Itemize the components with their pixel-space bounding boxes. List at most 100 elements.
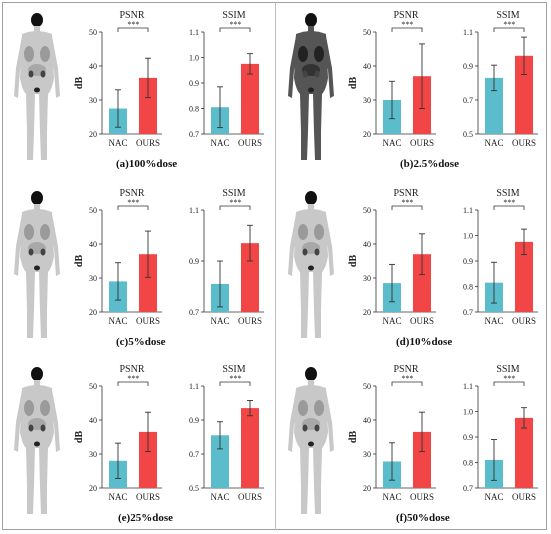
significance-marker: *** xyxy=(503,20,515,29)
ours-bar xyxy=(241,408,259,488)
y-tick-label: 30 xyxy=(363,450,371,459)
y-tick-label: 40 xyxy=(363,62,371,71)
significance-marker: *** xyxy=(229,20,241,29)
y-tick-label: 1.0 xyxy=(189,54,199,63)
y-axis-label: dB xyxy=(348,255,359,268)
y-tick-label: 1.1 xyxy=(463,28,473,37)
y-tick-label: 30 xyxy=(89,450,97,459)
x-tick-label: NAC xyxy=(484,492,503,502)
panel-caption: (f)50%dose xyxy=(396,512,450,524)
y-tick-label: 1.0 xyxy=(463,232,473,241)
y-axis-label: dB xyxy=(348,77,359,90)
figure-frame xyxy=(2,2,547,530)
x-tick-label: OURS xyxy=(512,316,536,326)
y-tick-label: 0.9 xyxy=(189,257,199,266)
significance-marker: *** xyxy=(127,198,139,207)
body-silhouette xyxy=(14,13,60,160)
y-tick-label: 40 xyxy=(89,62,97,71)
ours-bar xyxy=(515,241,533,312)
y-tick-label: 0.9 xyxy=(463,257,473,266)
x-tick-label: NAC xyxy=(108,316,127,326)
x-tick-label: OURS xyxy=(136,138,160,148)
chart-title: SSIM xyxy=(222,188,245,199)
y-tick-label: 50 xyxy=(363,382,371,391)
significance-marker: *** xyxy=(503,374,515,383)
body-silhouette xyxy=(288,13,334,160)
y-axis-label: dB xyxy=(74,77,85,90)
panel-a: PSNR dB 20 30 40 50 NAC OURS *** SSIM 0.7 0.8 0.9 1.… xyxy=(4,4,274,176)
y-tick-label: 40 xyxy=(89,416,97,425)
y-tick-label: 1.1 xyxy=(189,206,199,215)
y-tick-label: 0.8 xyxy=(463,459,473,468)
significance-bracket xyxy=(391,381,423,386)
y-tick-label: 30 xyxy=(363,96,371,105)
y-tick-label: 40 xyxy=(89,240,97,249)
y-tick-label: 1.1 xyxy=(189,382,199,391)
chart-title: PSNR xyxy=(393,364,418,375)
ours-bar xyxy=(139,254,157,312)
x-tick-label: OURS xyxy=(238,316,262,326)
significance-bracket xyxy=(219,27,251,32)
panel-e: PSNR dB 20 30 40 50 NAC OURS *** SSIM 0.5 0.7 0.9 1.… xyxy=(4,358,274,530)
chart-title: SSIM xyxy=(496,10,519,21)
chart-title: SSIM xyxy=(222,10,245,21)
x-tick-label: NAC xyxy=(210,492,229,502)
x-tick-label: OURS xyxy=(136,316,160,326)
pet-scan-image xyxy=(288,191,334,338)
panel-caption: (e)25%dose xyxy=(118,512,173,524)
significance-bracket xyxy=(391,205,423,210)
y-tick-label: 1.1 xyxy=(463,382,473,391)
significance-marker: *** xyxy=(401,198,413,207)
panel-f: PSNR dB 20 30 40 50 NAC OURS *** SSIM 0.7 0.8 0.9 1.… xyxy=(278,358,548,530)
x-tick-label: OURS xyxy=(410,316,434,326)
x-tick-label: OURS xyxy=(238,492,262,502)
y-tick-label: 20 xyxy=(89,130,97,139)
x-tick-label: NAC xyxy=(382,492,401,502)
y-tick-label: 30 xyxy=(89,274,97,283)
x-tick-label: OURS xyxy=(238,138,262,148)
y-tick-label: 0.7 xyxy=(463,484,473,493)
column-divider xyxy=(275,2,276,530)
y-tick-label: 0.7 xyxy=(463,96,473,105)
y-axis-label: dB xyxy=(74,255,85,268)
x-tick-label: NAC xyxy=(210,138,229,148)
x-tick-label: OURS xyxy=(136,492,160,502)
chart-title: PSNR xyxy=(393,188,418,199)
psnr-chart: PSNR dB 20 30 40 50 NAC OURS *** xyxy=(74,364,162,502)
y-tick-label: 20 xyxy=(363,308,371,317)
chart-title: SSIM xyxy=(222,364,245,375)
y-tick-label: 20 xyxy=(363,484,371,493)
pet-scan-image xyxy=(288,13,334,160)
y-tick-label: 0.9 xyxy=(463,433,473,442)
panel-c: PSNR dB 20 30 40 50 NAC OURS *** SSIM 0.7 0.9 1.1 NA… xyxy=(4,182,274,354)
y-tick-label: 50 xyxy=(89,28,97,37)
significance-marker: *** xyxy=(401,20,413,29)
psnr-chart: PSNR dB 20 30 40 50 NAC OURS *** xyxy=(348,364,436,502)
psnr-chart: PSNR dB 20 30 40 50 NAC OURS *** xyxy=(74,10,162,148)
y-tick-label: 0.7 xyxy=(189,450,199,459)
significance-bracket xyxy=(117,205,149,210)
y-tick-label: 50 xyxy=(89,382,97,391)
ours-bar xyxy=(413,254,431,312)
x-tick-label: NAC xyxy=(210,316,229,326)
x-tick-label: NAC xyxy=(108,138,127,148)
pet-scan-image xyxy=(14,367,60,514)
ours-bar xyxy=(241,63,259,134)
significance-bracket xyxy=(493,381,525,386)
significance-marker: *** xyxy=(401,374,413,383)
panel-caption: (b)2.5%dose xyxy=(400,158,459,170)
y-axis-label: dB xyxy=(348,431,359,444)
significance-bracket xyxy=(391,27,423,32)
ours-bar xyxy=(139,431,157,488)
nac-bar xyxy=(485,77,503,134)
ours-bar xyxy=(139,77,157,134)
psnr-chart: PSNR dB 20 30 40 50 NAC OURS *** xyxy=(348,188,436,326)
body-silhouette xyxy=(14,367,60,514)
chart-title: PSNR xyxy=(119,364,144,375)
significance-bracket xyxy=(117,27,149,32)
body-silhouette xyxy=(14,191,60,338)
x-tick-label: OURS xyxy=(410,138,434,148)
significance-bracket xyxy=(493,205,525,210)
y-tick-label: 0.9 xyxy=(463,62,473,71)
y-tick-label: 50 xyxy=(89,206,97,215)
